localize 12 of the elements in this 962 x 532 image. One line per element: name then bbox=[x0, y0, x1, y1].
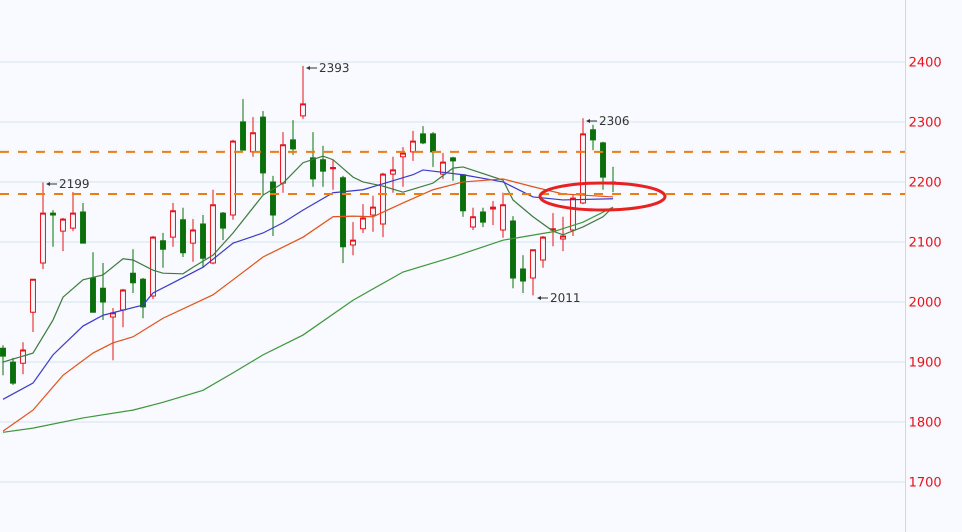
y-tick-label: 1700 bbox=[908, 476, 942, 491]
annotation: 2306 bbox=[599, 114, 630, 128]
annotation: 2199 bbox=[59, 177, 90, 191]
annotation: 2393 bbox=[319, 61, 350, 75]
y-tick-label: 2300 bbox=[908, 115, 942, 130]
annotation: 2011 bbox=[550, 291, 581, 305]
y-tick-label: 2000 bbox=[908, 296, 942, 311]
y-tick-label: 1900 bbox=[908, 356, 942, 371]
y-tick-label: 1800 bbox=[908, 416, 942, 431]
y-tick-label: 2400 bbox=[908, 55, 942, 70]
y-tick-label: 2200 bbox=[908, 175, 942, 190]
y-tick-label: 2100 bbox=[908, 236, 942, 251]
